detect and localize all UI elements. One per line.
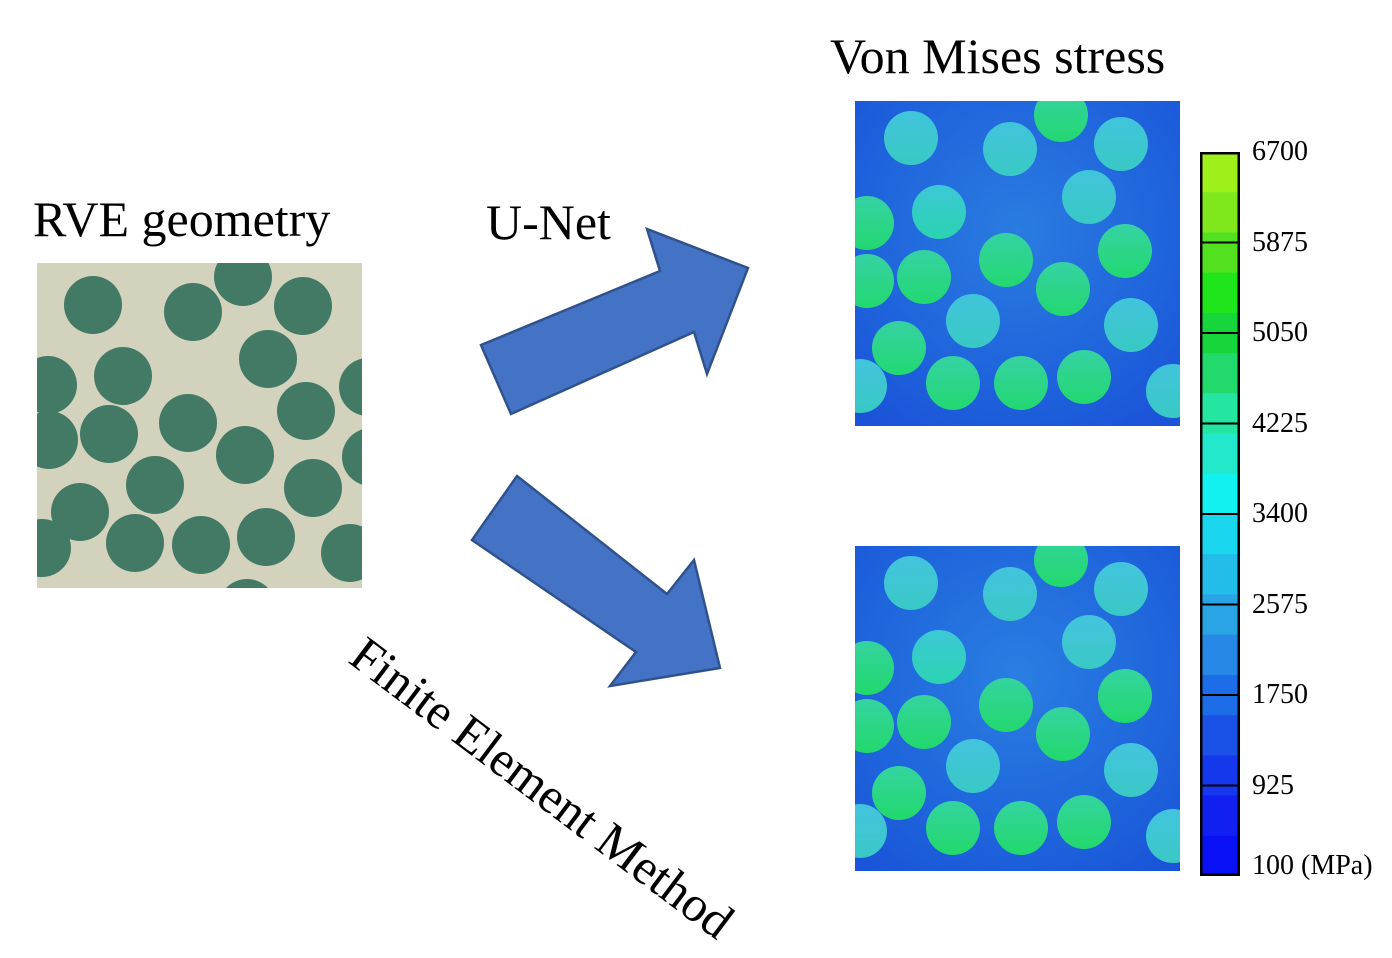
colorbar-band (1200, 152, 1240, 193)
colorbar-band (1200, 554, 1240, 596)
fem-stress-map (855, 546, 1180, 871)
unet-label: U-Net (486, 194, 611, 250)
unet-arrow (479, 226, 750, 416)
colorbar-band (1200, 473, 1240, 515)
colorbar-tick-label: 1750 (1252, 679, 1308, 710)
fem-arrow (470, 474, 722, 688)
stress-colorbar (1200, 152, 1240, 876)
colorbar-band (1200, 755, 1240, 797)
colorbar-band (1200, 272, 1240, 314)
colorbar-tick-label: 2575 (1252, 588, 1308, 620)
colorbar-band (1200, 232, 1240, 274)
colorbar-tick-label: 4225 (1252, 407, 1308, 439)
colorbar-band (1200, 393, 1240, 435)
colorbar-band (1200, 353, 1240, 394)
colorbar-band (1200, 192, 1240, 234)
colorbar-band (1200, 795, 1240, 837)
colorbar-band (1200, 634, 1240, 676)
colorbar-band (1200, 594, 1240, 636)
colorbar-tick-label: 5875 (1252, 226, 1308, 258)
colorbar-tick-label: 3400 (1252, 498, 1308, 529)
colorbar-tick-label: 100 (MPa) (1252, 850, 1373, 881)
colorbar-tick-label: 925 (1252, 769, 1294, 801)
rve-geometry-image (37, 263, 362, 588)
colorbar-tick-label: 5050 (1252, 317, 1308, 348)
colorbar-band (1200, 514, 1240, 555)
colorbar-tick-label: 6700 (1252, 136, 1308, 167)
unet-stress-map (855, 101, 1180, 426)
colorbar-band (1200, 715, 1240, 756)
rve-geometry-title: RVE geometry (33, 191, 331, 247)
colorbar-band (1200, 433, 1240, 475)
colorbar-band (1200, 835, 1240, 876)
von-mises-title: Von Mises stress (830, 28, 1166, 84)
